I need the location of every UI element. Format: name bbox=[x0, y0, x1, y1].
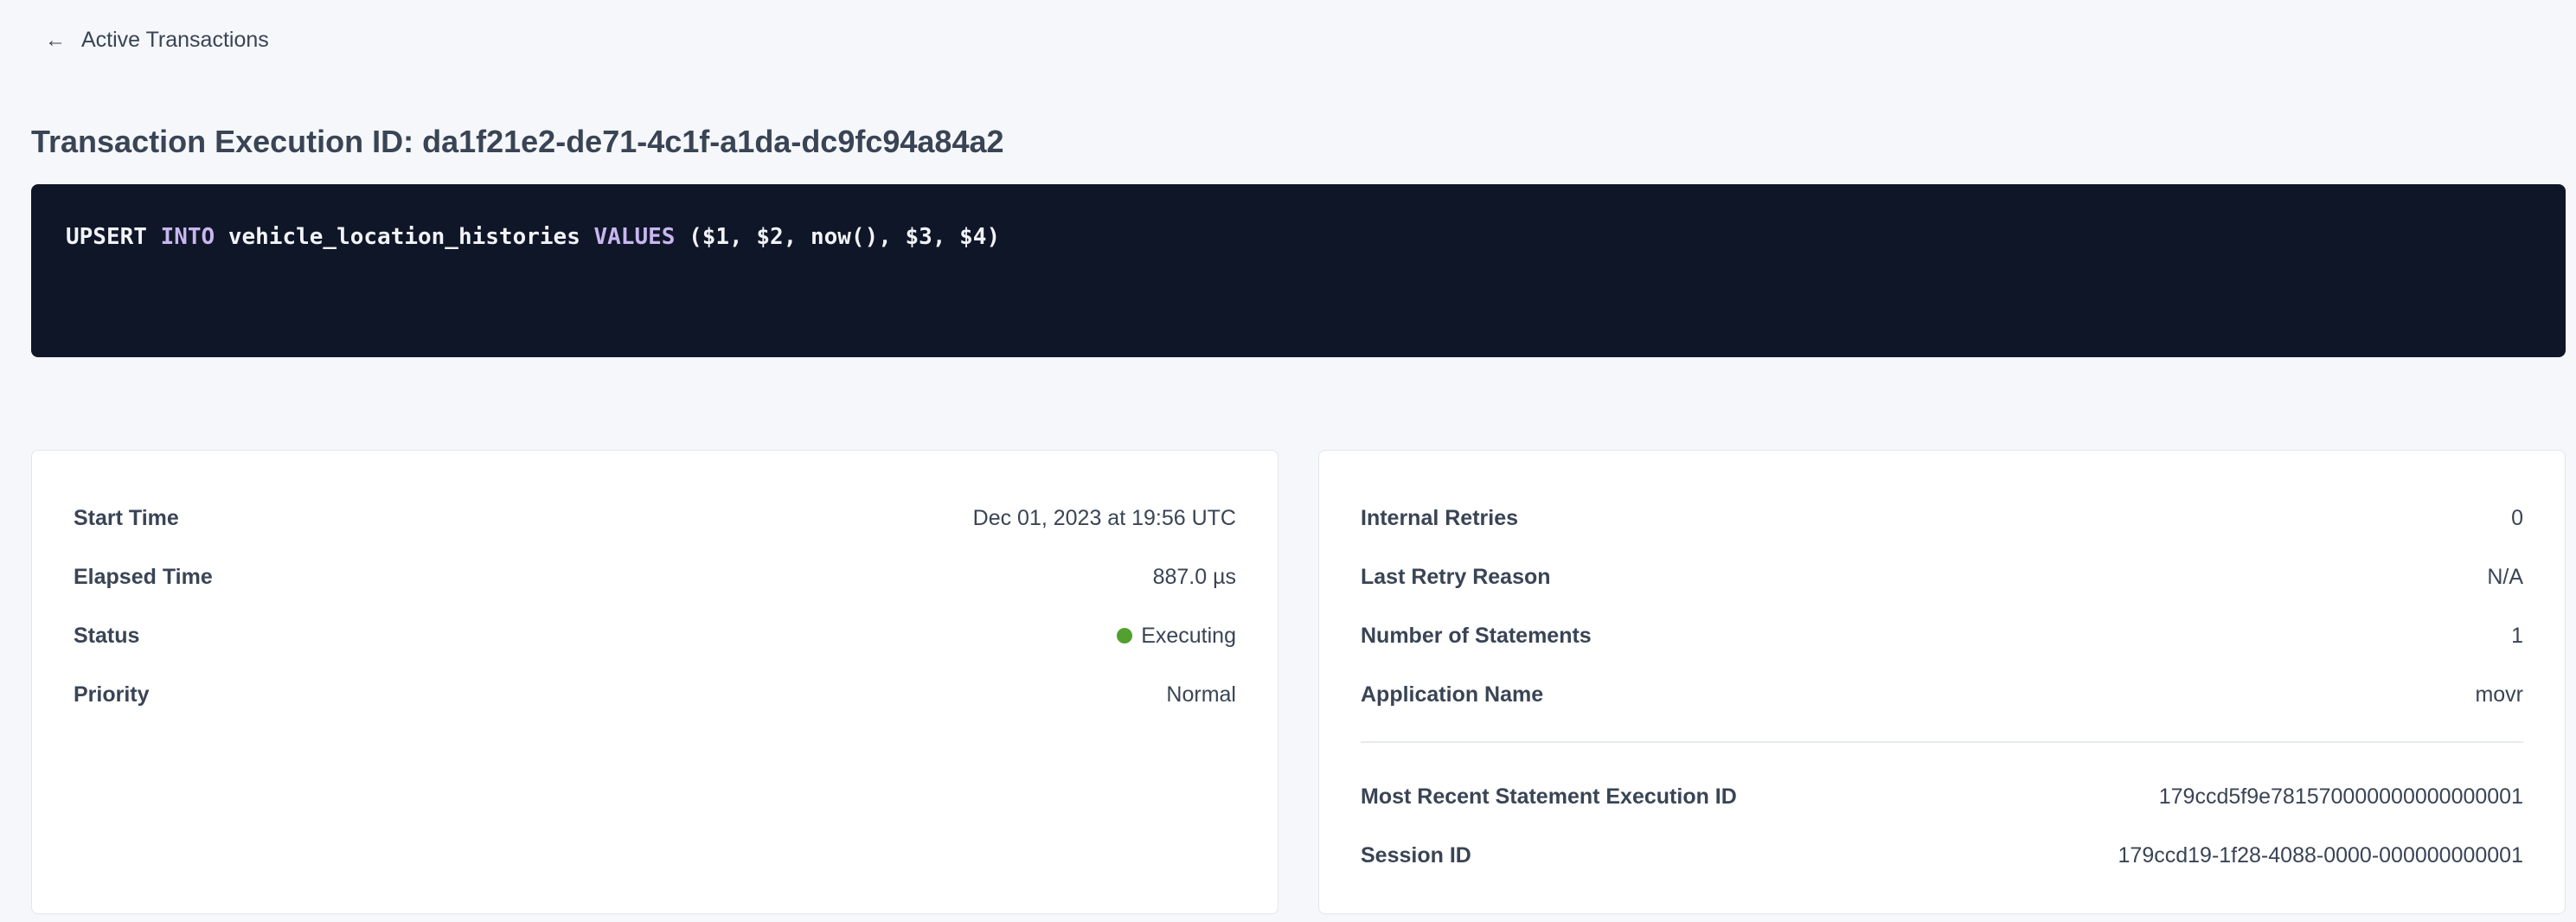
detail-label: Number of Statements bbox=[1361, 623, 1592, 648]
detail-row-session-id: Session ID 179ccd19-1f28-4088-0000-00000… bbox=[1361, 826, 2523, 885]
detail-value: Dec 01, 2023 at 19:56 UTC bbox=[972, 505, 1236, 530]
status-dot-icon bbox=[1117, 628, 1133, 643]
sql-token: vehicle_location_histories bbox=[215, 224, 594, 250]
sql-token: UPSERT bbox=[66, 224, 161, 250]
detail-value: 1 bbox=[2511, 623, 2523, 648]
detail-value: movr bbox=[2475, 682, 2523, 707]
transaction-metadata-card: Internal Retries 0 Last Retry Reason N/A… bbox=[1318, 450, 2566, 914]
detail-label: Start Time bbox=[74, 505, 179, 530]
detail-label: Internal Retries bbox=[1361, 505, 1519, 530]
status-text: Executing bbox=[1141, 623, 1236, 648]
detail-row-number-of-statements: Number of Statements 1 bbox=[1361, 606, 2523, 665]
session-id-link[interactable]: 179ccd19-1f28-4088-0000-000000000001 bbox=[2118, 842, 2523, 868]
divider bbox=[1361, 741, 2523, 743]
detail-row-start-time: Start Time Dec 01, 2023 at 19:56 UTC bbox=[74, 489, 1236, 547]
detail-value: 0 bbox=[2511, 505, 2523, 530]
back-to-active-transactions-link[interactable]: ← Active Transactions bbox=[45, 28, 269, 53]
detail-value: 887.0 µs bbox=[1152, 564, 1236, 589]
sql-statement-box: UPSERT INTO vehicle_location_histories V… bbox=[31, 184, 2566, 357]
detail-row-internal-retries: Internal Retries 0 bbox=[1361, 489, 2523, 547]
page-title: Transaction Execution ID: da1f21e2-de71-… bbox=[31, 124, 1004, 159]
detail-label: Session ID bbox=[1361, 842, 1471, 868]
detail-label: Application Name bbox=[1361, 682, 1544, 707]
detail-label: Most Recent Statement Execution ID bbox=[1361, 784, 1737, 809]
detail-label: Last Retry Reason bbox=[1361, 564, 1551, 589]
detail-row-statement-execution-id: Most Recent Statement Execution ID 179cc… bbox=[1361, 767, 2523, 826]
sql-keyword: INTO bbox=[160, 224, 215, 250]
detail-row-status: Status Executing bbox=[74, 606, 1236, 665]
sql-token: ($1, $2, now(), $3, $4) bbox=[675, 224, 1001, 250]
detail-value: Normal bbox=[1166, 682, 1236, 707]
detail-row-elapsed-time: Elapsed Time 887.0 µs bbox=[74, 547, 1236, 606]
detail-row-priority: Priority Normal bbox=[74, 665, 1236, 724]
detail-label: Status bbox=[74, 623, 140, 648]
detail-label: Priority bbox=[74, 682, 150, 707]
status-value: Executing bbox=[1117, 624, 1236, 649]
back-link-label: Active Transactions bbox=[81, 28, 269, 52]
statement-execution-id-link[interactable]: 179ccd5f9e781570000000000000001 bbox=[2158, 784, 2523, 809]
arrow-left-icon: ← bbox=[45, 28, 66, 52]
sql-keyword: VALUES bbox=[593, 224, 676, 250]
detail-value: N/A bbox=[2487, 564, 2523, 589]
detail-row-last-retry-reason: Last Retry Reason N/A bbox=[1361, 547, 2523, 606]
detail-label: Elapsed Time bbox=[74, 564, 213, 589]
transaction-details-card: Start Time Dec 01, 2023 at 19:56 UTC Ela… bbox=[31, 450, 1278, 914]
detail-row-application-name: Application Name movr bbox=[1361, 665, 2523, 724]
